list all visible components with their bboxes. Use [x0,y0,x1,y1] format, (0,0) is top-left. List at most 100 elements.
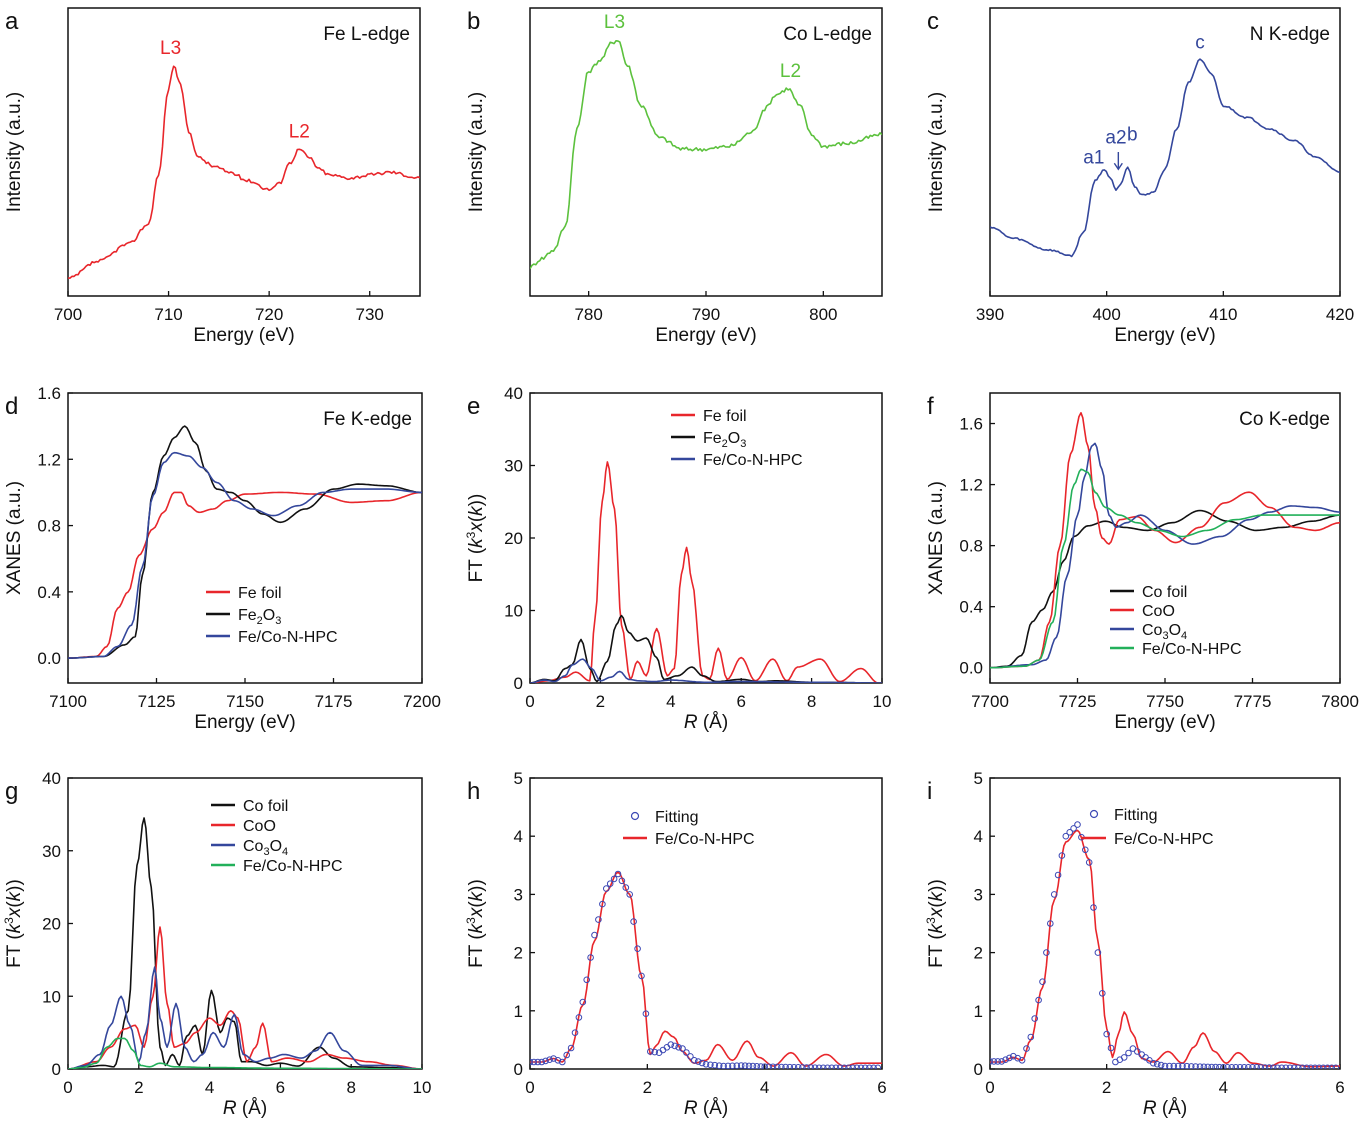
data-point [663,1044,671,1051]
data-point [874,1064,882,1069]
panel-i: i 0 2 4 6 0 1 2 3 4 5 R (Å) FT (k3x(k)) Fitting Fe/Co-… [924,769,1345,1119]
data-point [1307,1064,1315,1069]
y-axis-label: XANES (a.u.) [4,481,25,595]
series-line-fe-foil [68,491,422,659]
data-point [1290,1064,1298,1069]
data-point [724,1062,732,1069]
peak-label: a1 [1083,148,1104,169]
series-line-co3o4 [68,966,422,1069]
data-point [741,1062,749,1069]
y-axis-label: FT (k3x(k)) [924,879,947,968]
x-tick-label: 6 [276,1078,285,1097]
x-tick-label: 4 [205,1078,214,1097]
plot-area [530,40,882,270]
data-point [1166,1062,1173,1069]
data-point [546,1056,553,1063]
y-tick-label: 0.0 [37,649,61,668]
series-line-fe-co-n-hpc [530,658,882,683]
data-point [1031,1015,1038,1022]
legend-label: CoO [1142,603,1175,620]
data-point [1270,1064,1277,1069]
plot-area [68,425,422,659]
data-point [683,1049,690,1056]
data-point [1192,1063,1199,1069]
data-point [571,1029,579,1036]
x-axis-label: Energy (eV) [1114,325,1215,346]
data-point [630,918,637,925]
data-point [1062,832,1070,840]
peak-label: L3 [604,12,625,33]
x-tick-label: 7700 [971,692,1009,711]
legend-label: Co3O4 [243,838,288,858]
data-point [836,1064,844,1069]
data-point [811,1064,819,1069]
legend: Fe foil Fe2O3 Fe/Co-N-HPC [671,408,803,469]
legend-label: Fe2O3 [238,607,281,627]
data-point [702,1061,710,1068]
series-line-fe-co-n-hpc [68,451,422,659]
data-point [711,1061,719,1069]
legend: Fitting Fe/Co-N-HPC [1082,807,1214,848]
x-tick-label: 6 [736,692,745,711]
data-point [1107,1044,1115,1052]
x-tick-label: 720 [255,305,283,324]
y-tick-label: 30 [504,457,523,476]
x-tick-label: 2 [596,692,605,711]
data-point [733,1062,741,1069]
plot-area [68,65,420,279]
x-tick-label: 10 [413,1078,432,1097]
y-tick-label: 0.4 [37,583,61,602]
data-point [1212,1063,1219,1069]
data-point [729,1062,736,1069]
panel-title: Co L-edge [783,24,872,45]
panel-letter: h [467,778,480,805]
data-point [1082,846,1089,854]
data-point [530,1058,538,1066]
panel-letter: e [467,393,480,420]
data-point [618,877,626,885]
plot-area [990,58,1340,258]
data-point [1047,920,1054,927]
panel-d: d 7100 7125 7150 7175 7200 0.0 0.4 0.8 1.2 1.6 Ener… [4,384,441,733]
x-tick-label: 7175 [315,692,353,711]
plot-area [990,412,1340,669]
data-point [757,1063,765,1069]
data-point [849,1064,856,1069]
data-point [610,875,618,883]
legend-label: Fe/Co-N-HPC [1114,831,1214,848]
data-point [803,1064,810,1069]
y-axis-label: XANES (a.u.) [926,481,947,595]
x-axis-label: R (Å) [223,1098,267,1119]
legend: Fitting Fe/Co-N-HPC [623,809,755,848]
peak-label: a2 [1105,127,1126,148]
data-point [761,1063,768,1069]
x-tick-label: 7750 [1146,692,1184,711]
data-point [1299,1064,1306,1069]
y-tick-label: 1.2 [959,476,983,495]
x-tick-label: 4 [760,1078,769,1097]
series-line-co3o4 [990,442,1340,669]
data-point [559,1058,566,1066]
x-tick-label: 7200 [403,692,441,711]
panel-letter: a [5,8,19,35]
panel-a: a 700 710 720 730 Energy (eV) Intensity (a.u.)… [4,7,421,346]
series-line-fe2o3 [530,614,882,683]
data-point [1150,1059,1157,1067]
y-tick-label: 1.2 [37,450,61,469]
y-tick-label: 0 [52,1060,61,1079]
series-line-n-k-edge [990,58,1340,258]
series-line-fe-co-n-hpc [530,871,882,1067]
y-axis-label: FT (k3x(k)) [2,879,25,968]
y-tick-label: 2 [974,944,983,963]
data-point [807,1064,815,1069]
y-axis-label: FT (k3x(k)) [464,879,487,968]
y-tick-label: 5 [514,769,523,788]
data-point [634,945,641,953]
data-point [815,1064,823,1069]
data-point [1099,990,1106,997]
y-tick-label: 0.8 [959,537,983,556]
legend-label: Co3O4 [1142,622,1187,642]
series-line-fe-l-edge [68,65,420,279]
data-point [679,1045,686,1052]
